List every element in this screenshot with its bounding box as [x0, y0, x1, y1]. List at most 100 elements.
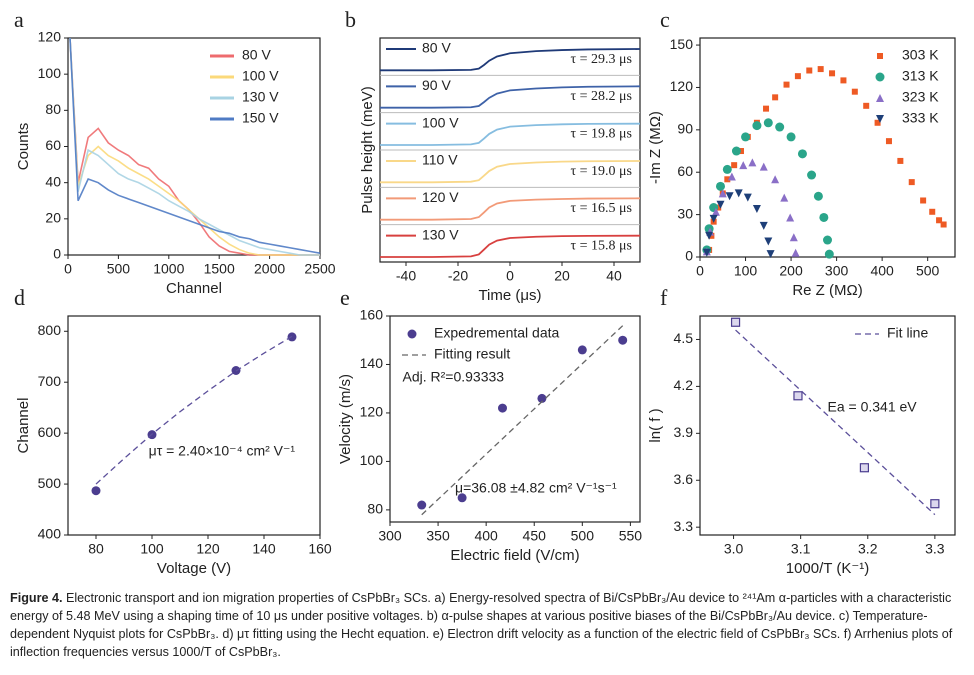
point	[417, 500, 427, 510]
point	[824, 249, 834, 259]
plot-frame	[699, 315, 956, 536]
x-tick-label: 300	[825, 263, 849, 279]
tau-label: τ = 29.3 μs	[571, 52, 632, 67]
legend-marker	[407, 329, 417, 339]
y-tick-label: 4.2	[674, 377, 694, 393]
point	[936, 217, 943, 224]
point	[457, 493, 467, 503]
point	[741, 132, 751, 142]
y-tick-label: 700	[38, 373, 62, 389]
panel-label: f	[660, 285, 668, 310]
panel-label: b	[345, 7, 356, 32]
panel-label: a	[14, 7, 24, 32]
point	[705, 231, 714, 240]
panel-label: c	[660, 7, 670, 32]
point	[718, 189, 727, 198]
x-axis-title: Electric field (V/cm)	[450, 547, 579, 564]
y-tick-label: 100	[360, 452, 384, 468]
point	[772, 94, 779, 101]
x-tick-label: 500	[107, 261, 131, 277]
point	[897, 157, 904, 164]
y-tick-label: 3.6	[674, 471, 694, 487]
point	[731, 162, 738, 169]
y-tick-label: 140	[360, 355, 384, 371]
x-tick-label: 100	[734, 263, 758, 279]
point	[807, 170, 817, 180]
point	[771, 175, 780, 184]
legend-label: 80 V	[242, 47, 271, 63]
plot-frame	[389, 315, 641, 523]
y-tick-label: 4.5	[674, 330, 694, 346]
point	[730, 317, 741, 327]
y-tick-label: 120	[38, 29, 62, 45]
legend-label: Fit line	[887, 325, 928, 341]
y-tick-label: 80	[367, 501, 383, 517]
y-tick-label: 120	[360, 404, 384, 420]
x-axis-title: Channel	[166, 280, 222, 297]
caption-text: Electronic transport and ion migration p…	[10, 591, 953, 659]
x-axis-title: 1000/T (K⁻¹)	[786, 560, 870, 577]
legend-label: Fitting result	[434, 346, 510, 362]
caption: Figure 4. Electronic transport and ion m…	[10, 589, 964, 661]
fit-line	[95, 335, 293, 485]
figure: a0 500 1000 1500 2000 2500020406080100120Chan…	[14, 7, 956, 577]
y-axis-title: Channel	[15, 398, 32, 454]
point	[797, 149, 807, 159]
pulse-line	[380, 85, 641, 109]
annotation: Adj. R²=0.93333	[403, 369, 505, 385]
x-tick-label: 0	[696, 263, 704, 279]
legend-marker	[875, 72, 885, 82]
point	[786, 132, 796, 142]
plot-frame	[67, 315, 321, 536]
y-tick-label: 160	[360, 307, 384, 323]
y-tick-label: 3.9	[674, 424, 694, 440]
y-tick-label: 40	[45, 173, 61, 189]
legend-label: 313 K	[902, 68, 939, 84]
x-tick-label: 400	[474, 528, 498, 544]
x-tick-label: 100	[140, 541, 164, 557]
point	[885, 138, 892, 145]
legend-label: 303 K	[902, 47, 939, 63]
point	[715, 181, 725, 191]
y-tick-label: 120	[670, 78, 694, 94]
x-tick-label: 3.2	[858, 541, 878, 557]
x-tick-label: 2000	[254, 261, 285, 277]
x-tick-label: 3.1	[791, 541, 811, 557]
x-tick-label: 160	[308, 541, 332, 557]
pulse-line	[380, 48, 641, 72]
y-tick-label: 30	[677, 205, 693, 221]
x-tick-label: 500	[571, 528, 595, 544]
panel-label: e	[340, 285, 350, 310]
x-axis-title: Time (μs)	[478, 287, 541, 304]
legend-label: Expedremental data	[434, 325, 560, 341]
y-axis-title: -Im Z (MΩ)	[647, 111, 664, 184]
y-axis-title: Pulse height (meV)	[359, 86, 376, 214]
point	[908, 179, 915, 186]
point	[764, 237, 773, 246]
y-tick-label: 150	[670, 36, 694, 52]
x-tick-label: 550	[619, 528, 643, 544]
legend-label: 333 K	[902, 110, 939, 126]
x-tick-label: 120	[196, 541, 220, 557]
point	[709, 214, 718, 223]
point	[498, 403, 507, 413]
y-tick-label: 500	[38, 475, 62, 491]
x-tick-label: 140	[252, 541, 276, 557]
legend-label: 150 V	[242, 110, 279, 126]
fit-line	[735, 329, 936, 516]
point	[759, 162, 768, 171]
caption-label: Figure 4.	[10, 591, 63, 605]
legend-marker	[876, 115, 884, 123]
point	[724, 176, 731, 183]
x-tick-label: 3.3	[925, 541, 945, 557]
series-line	[69, 37, 320, 256]
tau-label: τ = 19.8 μs	[571, 127, 632, 142]
y-tick-label: 0	[53, 246, 61, 262]
legend-label: 130 V	[242, 89, 279, 105]
point	[739, 161, 748, 170]
series-name: 90 V	[422, 77, 451, 93]
point	[766, 250, 775, 259]
point	[725, 192, 734, 201]
point	[791, 248, 800, 257]
legend-marker	[876, 94, 884, 102]
